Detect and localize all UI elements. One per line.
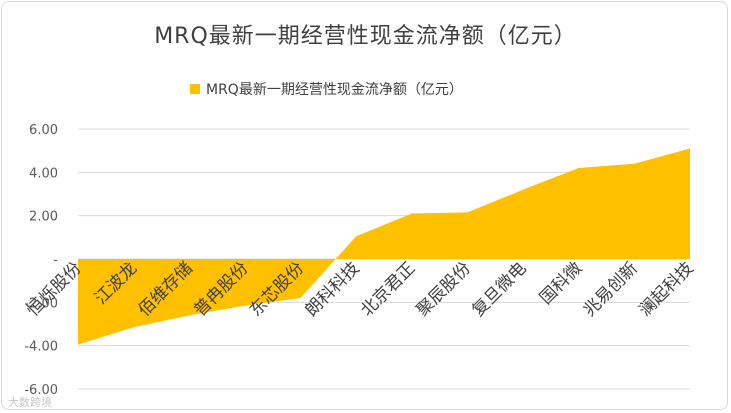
y-tick-label: 2.00 [29, 210, 58, 225]
chart-title: MRQ最新一期经营性现金流净额（亿元） [154, 24, 577, 49]
x-tick-label: 聚辰股份 [413, 258, 475, 320]
legend-label: MRQ最新一期经营性现金流净额（亿元） [206, 82, 463, 98]
x-tick-label: 澜起科技 [635, 258, 697, 320]
watermark: 大数跨境 [8, 396, 52, 409]
y-tick-label: -2.00 [24, 296, 58, 311]
x-tick-label: 兆易创新 [580, 258, 642, 320]
y-tick-label: 4.00 [29, 166, 58, 181]
area-series [78, 148, 690, 345]
y-tick-label: -4.00 [24, 340, 58, 355]
y-tick-label: - [53, 253, 58, 268]
y-tick-label: 6.00 [29, 123, 58, 138]
x-tick-label: 复旦微电 [468, 258, 530, 320]
chart-legend: MRQ最新一期经营性现金流净额（亿元） [190, 79, 463, 99]
y-tick-label: -6.00 [24, 383, 58, 398]
legend-swatch [190, 84, 200, 94]
x-tick-label: 国科微 [536, 258, 586, 308]
x-tick-label: 北京君正 [357, 258, 419, 320]
